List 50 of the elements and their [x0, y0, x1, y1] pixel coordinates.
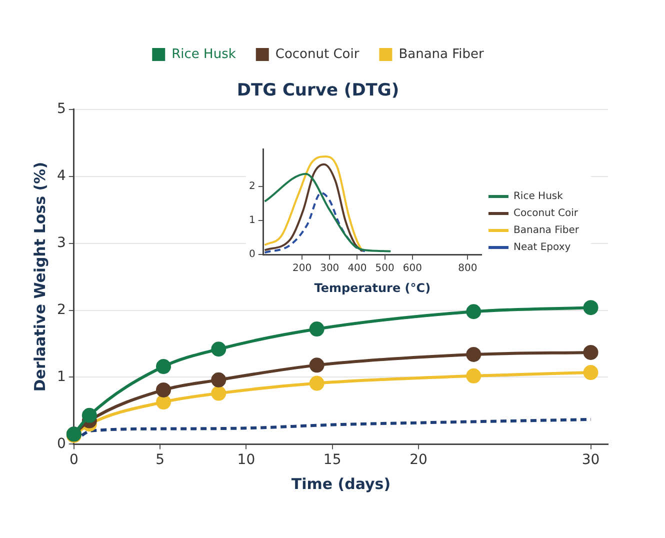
x-tick-label: 20: [410, 452, 428, 468]
y-tick-label: 1: [56, 368, 66, 385]
x-tick-label: 0: [69, 452, 78, 468]
x-tick-label: 300: [320, 263, 340, 274]
x-tick-label: 400: [348, 263, 367, 274]
legend-label: Rice Husk: [513, 191, 564, 202]
point: [156, 382, 171, 398]
legend-label: Neat Epoxy: [513, 242, 571, 254]
point: [583, 365, 598, 380]
y-tick-label: 5: [56, 101, 66, 118]
y-tick-label: 0: [248, 249, 256, 260]
x-tick-label: 600: [402, 263, 422, 274]
point: [211, 386, 226, 401]
point: [156, 394, 171, 410]
point: [211, 342, 226, 357]
x-tick-label: 500: [375, 263, 394, 274]
chart-title: DTG Curve (DTG): [236, 80, 400, 101]
point: [309, 376, 324, 391]
x-tick-label: 200: [292, 263, 312, 274]
y-axis-title: Derlaative Weight Loss (%): [30, 162, 49, 392]
point: [583, 300, 598, 316]
point: [309, 322, 324, 337]
legend-label: Coconut Coir: [513, 208, 579, 220]
point: [583, 344, 598, 360]
y-tick-label: 2: [248, 181, 256, 192]
y-tick-label: 4: [56, 168, 66, 184]
legend-label: Coconut Coir: [275, 46, 360, 62]
line-series: [264, 192, 366, 254]
x-tick-label: 15: [323, 452, 342, 468]
legend-label: Banana Fiber: [398, 46, 485, 62]
point: [466, 346, 482, 362]
point: [211, 372, 226, 388]
y-tick-label: 3: [56, 234, 66, 251]
point: [466, 368, 482, 384]
y-tick-label: 2: [56, 302, 66, 318]
point: [82, 408, 97, 423]
x-tick-label: 30: [582, 452, 600, 468]
point: [466, 304, 482, 320]
point: [156, 359, 171, 374]
legend-label: Rice Husk: [172, 46, 236, 62]
x-axis-title: Temperature (°C): [314, 280, 431, 295]
x-tick-label: 5: [156, 452, 165, 468]
line-series: [264, 172, 392, 252]
legend-label: Banana Fiber: [513, 225, 580, 236]
x-tick-label: 10: [237, 452, 256, 468]
x-axis-title: Time (days): [291, 474, 391, 493]
y-tick-label: 1: [248, 215, 256, 226]
y-tick-label: 0: [56, 436, 66, 452]
x-tick-label: 800: [458, 263, 478, 274]
point: [309, 358, 324, 373]
